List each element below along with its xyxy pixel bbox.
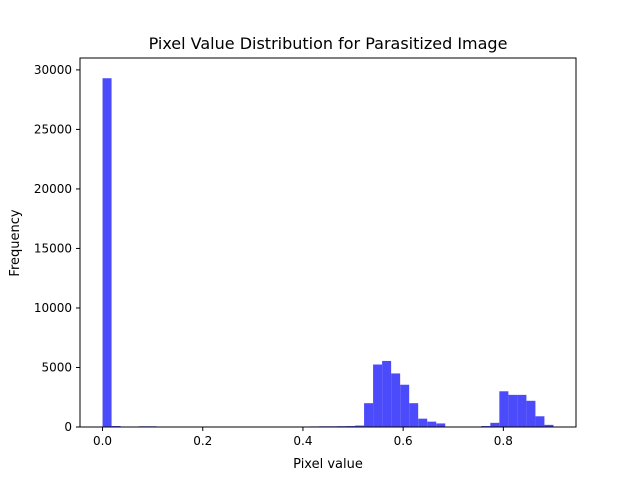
histogram-bar [508, 395, 517, 427]
histogram-bar [526, 401, 535, 427]
x-axis-ticks: 0.0 0.2 0.4 0.6 0.8 [93, 427, 513, 448]
y-axis-ticks: 0 5000 10000 15000 20000 25000 30000 [34, 63, 80, 434]
y-tick-label: 20000 [34, 182, 72, 196]
x-axis-label: Pixel value [293, 457, 363, 472]
y-tick-label: 0 [64, 420, 72, 434]
histogram-bar [364, 403, 373, 427]
histogram-bar [490, 423, 499, 427]
histogram-bar [400, 385, 409, 427]
y-tick-label: 30000 [34, 63, 72, 77]
histogram-bar [436, 423, 445, 427]
histogram-bar [103, 78, 112, 427]
y-tick-label: 5000 [41, 360, 72, 374]
histogram-bars [103, 78, 554, 427]
histogram-bar [373, 365, 382, 427]
y-axis-label: Frequency [8, 209, 23, 276]
y-tick-label: 25000 [34, 122, 72, 136]
x-tick-label: 0.2 [193, 434, 212, 448]
histogram-bar [517, 395, 526, 427]
histogram-bar [499, 391, 508, 427]
histogram-bar [418, 419, 427, 427]
x-tick-label: 0.4 [293, 434, 312, 448]
x-tick-label: 0.8 [494, 434, 513, 448]
histogram-bar [382, 361, 391, 427]
histogram-bar [535, 416, 544, 427]
x-tick-label: 0.0 [93, 434, 112, 448]
y-tick-label: 15000 [34, 241, 72, 255]
chart-title: Pixel Value Distribution for Parasitized… [149, 34, 508, 53]
x-tick-label: 0.6 [394, 434, 413, 448]
y-tick-label: 10000 [34, 301, 72, 315]
plot-area-frame [80, 58, 576, 427]
histogram-bar [427, 422, 436, 427]
histogram-bar [409, 403, 418, 427]
histogram-bar [391, 373, 400, 427]
